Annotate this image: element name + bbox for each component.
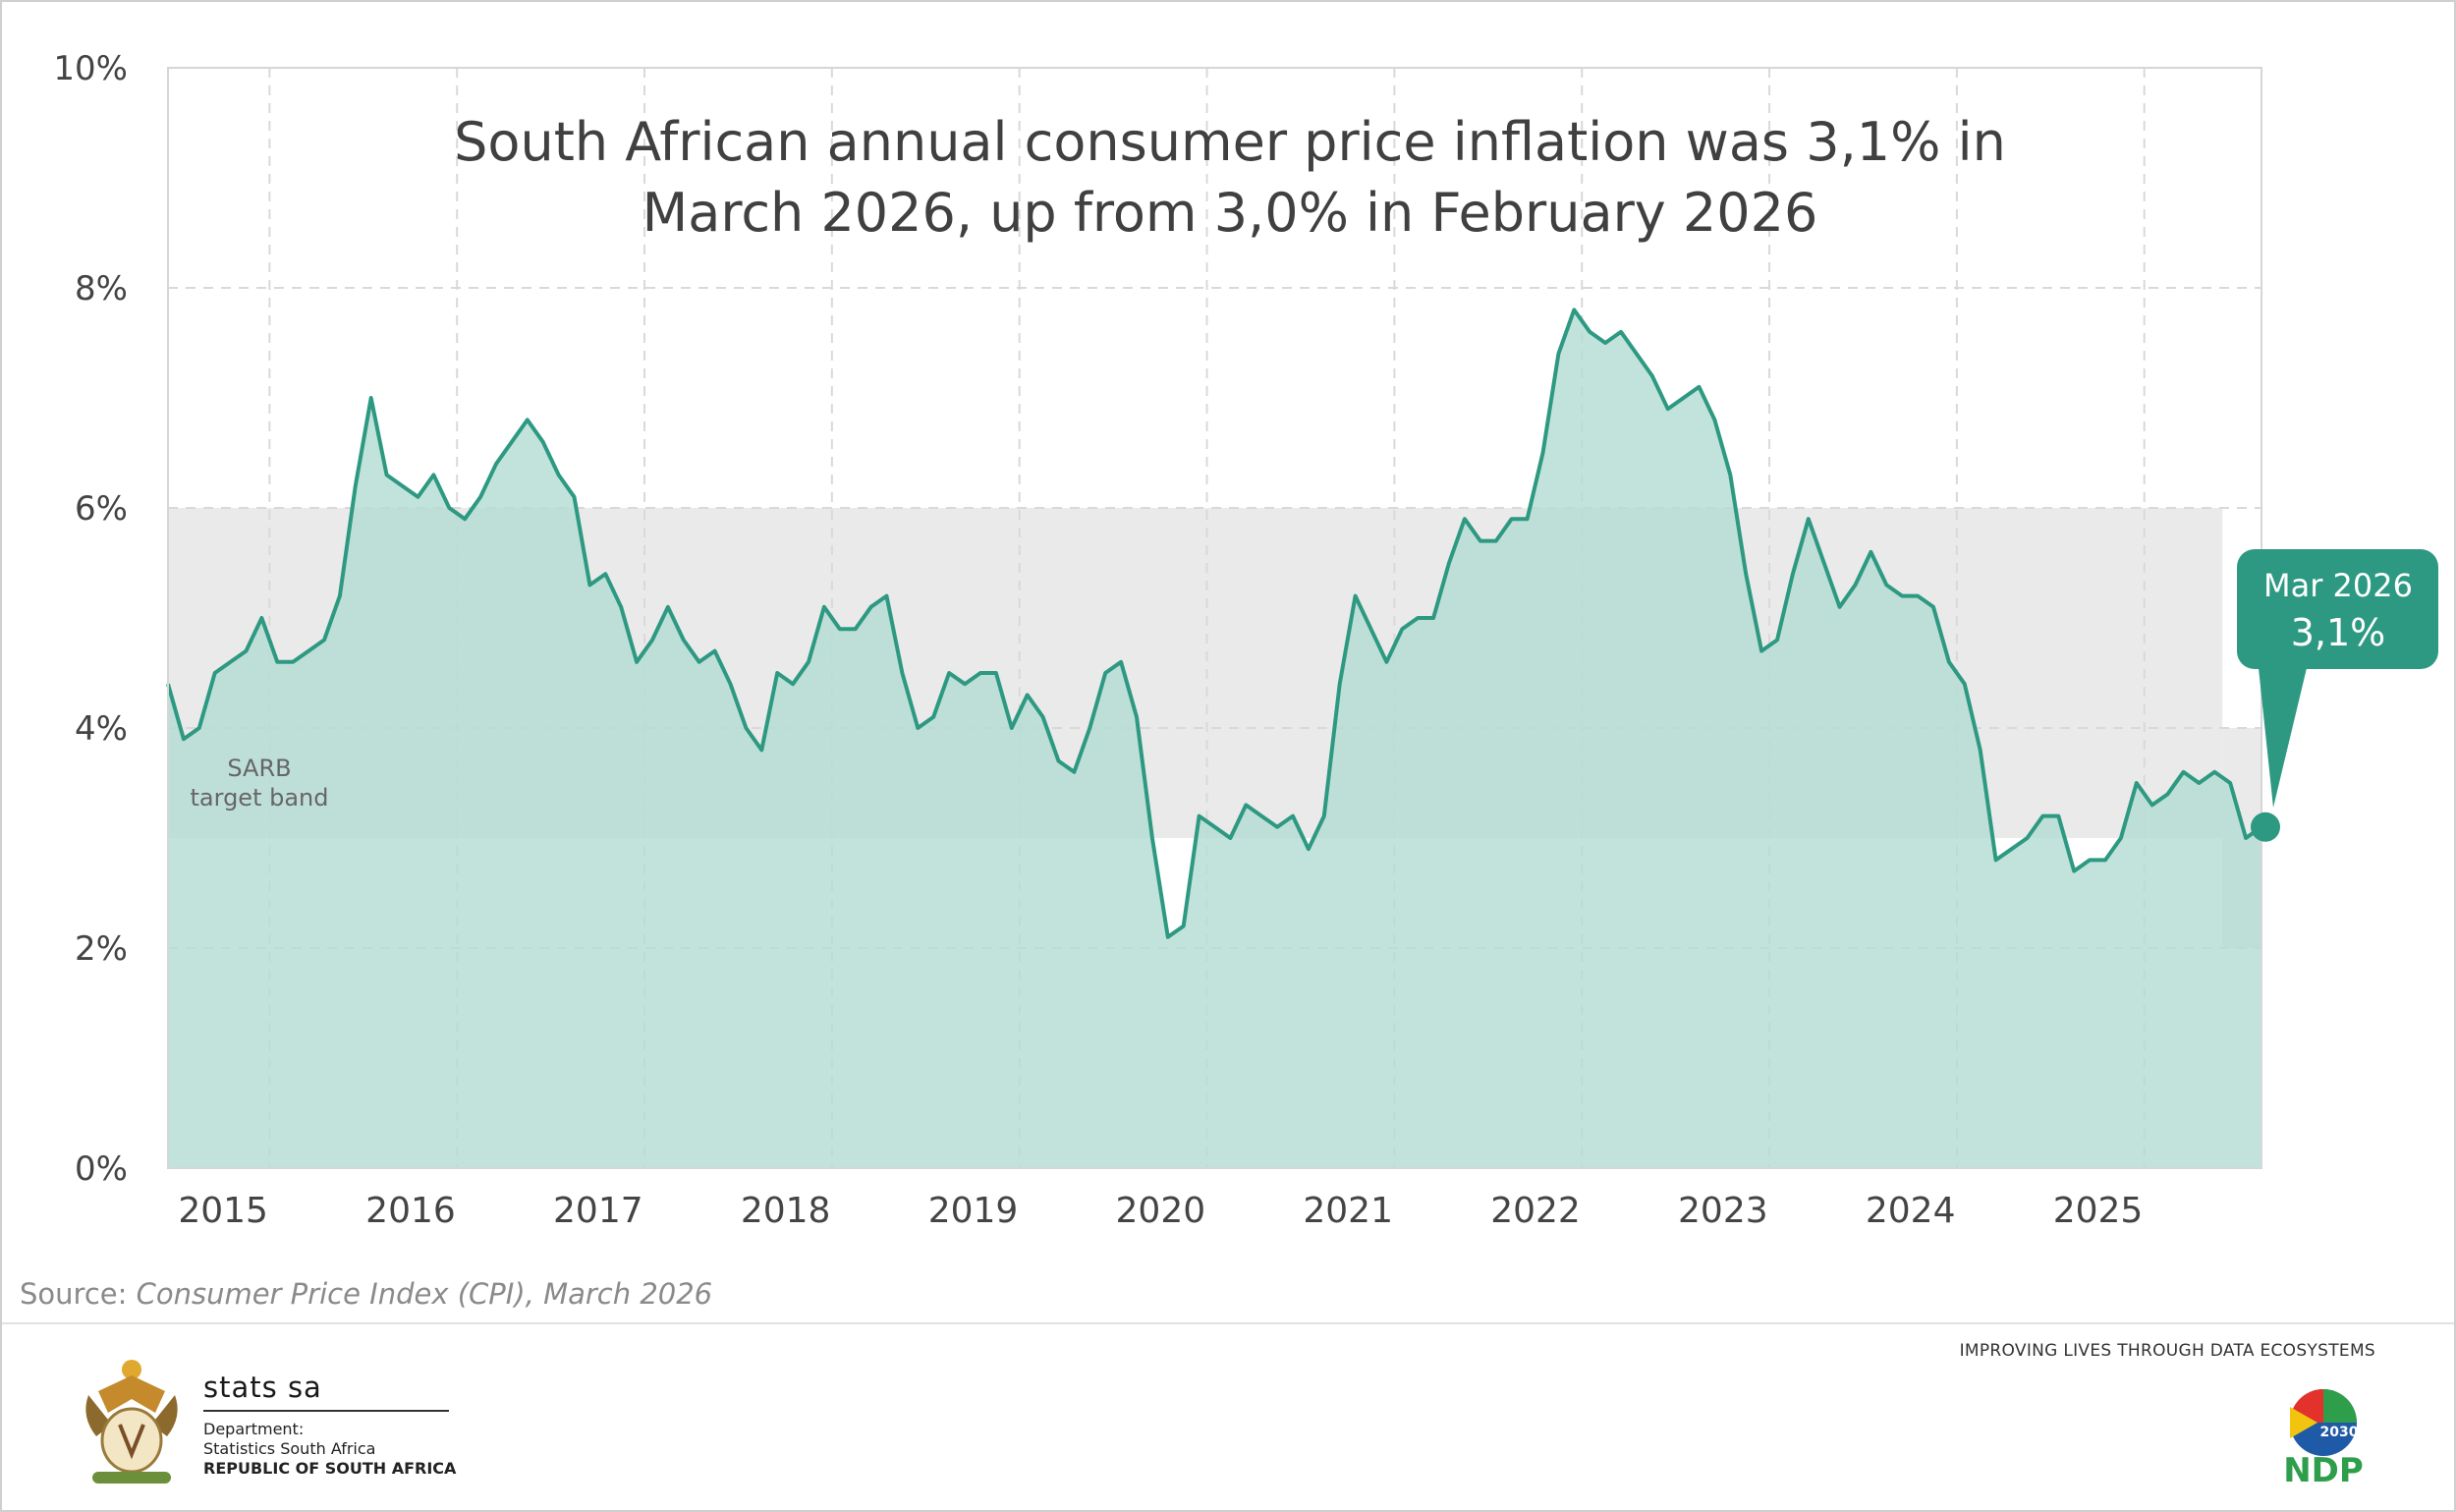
y-tick-label: 6% (75, 489, 128, 529)
line-layer (166, 308, 2263, 939)
x-tick-label: 2022 (1490, 1191, 1581, 1231)
x-axis-ticks: 2015 2016 2017 2018 2019 2020 2021 2022 2023 2024… (178, 1191, 2143, 1231)
band-label-line-2: target band (191, 784, 329, 812)
x-tick-label: 2019 (928, 1191, 1019, 1231)
org-rule (203, 1410, 449, 1412)
callout-value: 3,1% (2291, 611, 2386, 654)
callout-pointer (2259, 668, 2307, 808)
org-identity: stats sa Department: Statistics South Af… (203, 1371, 456, 1479)
x-tick-label: 2015 (178, 1191, 268, 1231)
y-tick-label: 0% (75, 1149, 128, 1189)
y-tick-label: 2% (75, 929, 128, 969)
last-point (2251, 812, 2280, 842)
last-point-layer (2251, 812, 2280, 842)
source-note: Source: Consumer Price Index (CPI), Marc… (20, 1277, 712, 1311)
area-layer (168, 309, 2261, 1168)
footer-divider (2, 1322, 2454, 1324)
cpi-chart: 0%2%4%6%8%10% 2015 2016 2017 2018 2019 2020 20… (53, 49, 2438, 1231)
ndp-logo-icon: 2030 NDP (2283, 1389, 2364, 1485)
ndp-label: NDP (2283, 1451, 2364, 1485)
y-tick-label: 8% (75, 269, 128, 308)
band-label-line-1: SARB (227, 755, 291, 782)
chart-title-line-2: March 2026, up from 3,0% in February 202… (642, 182, 1818, 244)
callout-label: Mar 2026 (2263, 567, 2413, 604)
source-prefix: Source: (20, 1277, 137, 1311)
x-tick-label: 2017 (553, 1191, 643, 1231)
dept-line-1: Department: (203, 1420, 305, 1438)
source-text: Consumer Price Index (CPI), March 2026 (136, 1277, 713, 1311)
x-tick-label: 2016 (365, 1191, 456, 1231)
callout-box (2237, 549, 2438, 669)
y-tick-label: 4% (75, 709, 128, 749)
x-tick-label: 2024 (1866, 1191, 1956, 1231)
tagline: IMPROVING LIVES THROUGH DATA ECOSYSTEMS (1959, 1341, 2375, 1361)
dept-line-3: REPUBLIC OF SOUTH AFRICA (203, 1459, 457, 1478)
dept-line-2: Statistics South Africa (203, 1439, 376, 1458)
x-tick-label: 2021 (1303, 1191, 1393, 1231)
cpi-line (166, 308, 2263, 939)
chart-title-line-1: South African annual consumer price infl… (454, 111, 2006, 173)
ndp-year: 2030 (2320, 1425, 2359, 1440)
x-tick-label: 2023 (1678, 1191, 1768, 1231)
x-tick-label: 2025 (2053, 1191, 2144, 1231)
coat-of-arms-icon (85, 1360, 178, 1484)
x-tick-label: 2018 (741, 1191, 831, 1231)
cpi-area (168, 309, 2261, 1168)
y-axis-ticks: 0% 2% 4% 6% 8% 10% (53, 49, 128, 1189)
y-tick-label: 10% (53, 49, 128, 88)
callout: Mar 2026 3,1% (2237, 549, 2438, 808)
x-tick-label: 2020 (1116, 1191, 1206, 1231)
org-name: stats sa (203, 1371, 322, 1404)
